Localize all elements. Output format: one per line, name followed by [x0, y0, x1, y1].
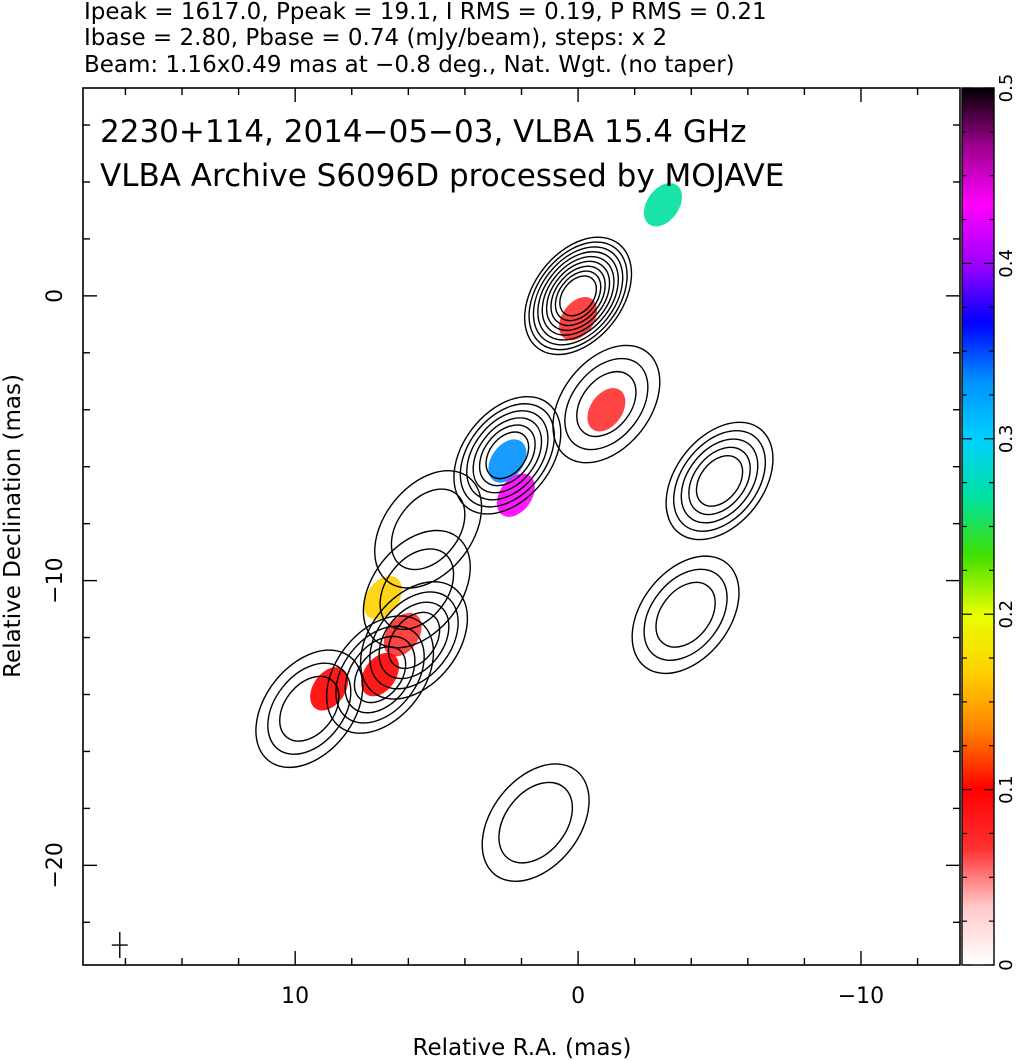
contour-level — [279, 675, 340, 742]
axis-tick-labels: 10 0 −10 0 −10 −20 — [43, 289, 884, 1009]
contour-level — [478, 424, 536, 487]
contour-level — [255, 649, 364, 769]
contour-level — [528, 241, 628, 351]
contour-level — [378, 601, 450, 680]
contour-level — [541, 255, 615, 336]
contour-source-1 — [552, 344, 661, 464]
y-tick-label: −10 — [43, 557, 68, 603]
contour-level — [459, 403, 556, 508]
contour-level — [673, 429, 767, 532]
polarization-blob-7 — [363, 575, 402, 620]
axis-ticks — [83, 88, 960, 965]
contour-source-9 — [631, 555, 740, 675]
overlay-line-1: 2230+114, 2014−05−03, VLBA 15.4 GHz — [100, 114, 746, 150]
contour-level — [387, 611, 441, 670]
contour-level — [472, 417, 543, 494]
contour-level — [466, 410, 549, 501]
contour-level — [362, 529, 471, 649]
x-tick-label: 0 — [571, 984, 585, 1009]
colorbar-label: 0.3 — [996, 424, 1017, 453]
contour-level — [554, 270, 602, 322]
plot-frame — [82, 87, 961, 966]
beam-marker — [111, 932, 128, 959]
y-tick-label: −20 — [43, 842, 68, 888]
contour-level — [576, 371, 637, 438]
contour-level — [559, 275, 598, 317]
colorbar-label: 0.1 — [996, 775, 1017, 804]
header-line-3: Beam: 1.16x0.49 mas at −0.8 deg., Nat. W… — [84, 52, 735, 78]
contour-level — [453, 395, 562, 515]
contour-level — [643, 568, 728, 661]
contour-level — [344, 635, 416, 714]
plot-content — [255, 183, 774, 882]
contour-level — [523, 236, 633, 356]
header-line-1: Ipeak = 1617.0, Ppeak = 19.1, I RMS = 0.… — [84, 0, 767, 25]
colorbar-label: 0.2 — [996, 600, 1017, 629]
contour-source-6 — [325, 615, 435, 734]
contour-level — [537, 251, 620, 341]
contour-layer — [255, 236, 774, 882]
contour-level — [481, 763, 590, 882]
contour-source-8 — [665, 421, 774, 541]
colorbar-label: 0.4 — [996, 249, 1017, 278]
overlay-line-2: VLBA Archive S6096D processed by MOJAVE — [100, 158, 784, 194]
y-tick-label: 0 — [43, 289, 68, 303]
contour-source-10 — [481, 763, 590, 882]
contour-level — [353, 645, 407, 704]
contour-level — [688, 446, 751, 516]
contour-level — [335, 625, 425, 724]
polarization-blob-1 — [587, 388, 626, 432]
contour-level — [390, 488, 466, 571]
contour-level — [680, 438, 759, 524]
contour-level — [359, 581, 469, 700]
contour-source-4 — [362, 529, 471, 649]
colorbar — [961, 87, 995, 966]
contour-level — [655, 581, 716, 648]
contour-level — [695, 455, 744, 507]
contour-source-0 — [523, 236, 633, 356]
contour-level — [374, 470, 483, 589]
colorbar-label: 0 — [996, 959, 1017, 970]
colorbar-ticks — [962, 87, 994, 966]
contour-level — [550, 265, 606, 327]
contour-level — [267, 662, 352, 755]
x-tick-label: −10 — [838, 984, 884, 1009]
contour-level — [631, 555, 740, 675]
y-axis-title: Relative Declination (mas) — [0, 374, 26, 678]
x-axis-title: Relative R.A. (mas) — [413, 1035, 632, 1061]
contour-level — [564, 357, 649, 451]
contour-level — [665, 421, 774, 541]
contour-source-2 — [453, 395, 562, 515]
contour-source-3 — [374, 470, 483, 589]
header-line-2: Ibase = 2.80, Pbase = 0.74 (mJy/beam), s… — [84, 25, 667, 51]
contour-level — [532, 246, 624, 346]
polarization-blob-8 — [643, 183, 682, 227]
contour-source-7 — [255, 649, 364, 769]
contour-level — [498, 781, 574, 864]
colorbar-label: 0.5 — [996, 74, 1017, 103]
x-tick-label: 10 — [281, 984, 309, 1009]
contour-level — [545, 260, 611, 331]
contour-level — [552, 344, 661, 464]
colorbar-labels: 0 0.1 0.2 0.3 0.4 0.5 — [996, 74, 1017, 971]
contour-level — [485, 431, 530, 480]
